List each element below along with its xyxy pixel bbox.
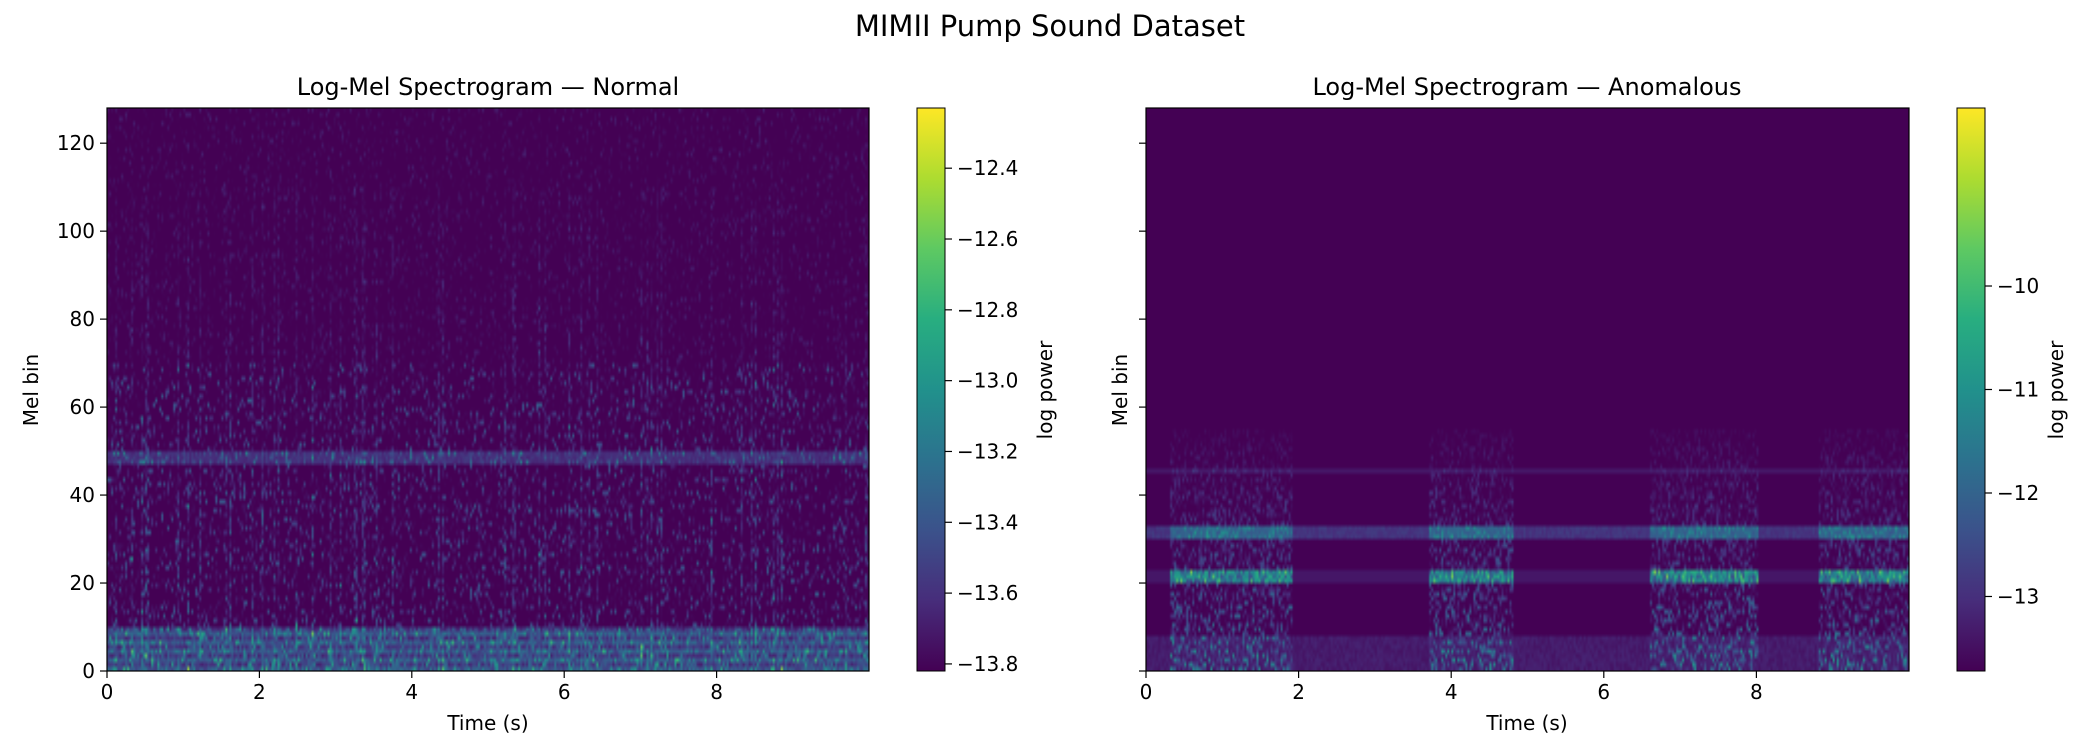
y-tick-label: 80 [70,307,95,331]
y-ticks-anomalous [1139,142,1146,672]
colorbar-label-anomalous: log power [2044,340,2068,439]
colorbar-tick-label: −10 [1997,274,2039,298]
colorbar-tick-label: −13.2 [957,439,1018,463]
colorbar-ticks-anomalous: −10 −11 −12 −13 [1985,274,2039,608]
x-tick-label: 6 [558,680,571,704]
heatmap-normal-image [107,108,869,671]
x-tick-label: 8 [1750,680,1763,704]
y-tick-label: 0 [82,659,95,683]
panel-anomalous: Log-Mel Spectrogram — Anomalous 0 2 4 6 8 Ti… [1108,73,2068,735]
x-ticks-anomalous: 0 2 4 6 8 [1140,671,1763,704]
x-tick-label: 0 [101,680,114,704]
heatmap-anomalous-image [1146,108,1909,671]
axes-frame-anomalous [1145,107,1910,672]
x-tick-label: 6 [1597,680,1610,704]
panel-anomalous-title: Log-Mel Spectrogram — Anomalous [1312,73,1741,101]
x-tick-label: 4 [1445,680,1458,704]
colorbar-tick-label: −12.8 [957,298,1018,322]
y-tick-label: 60 [70,395,95,419]
colorbar-tick-label: −13 [1997,584,2039,608]
y-tick-label: 120 [57,131,95,155]
x-ticks-normal: 0 2 4 6 8 [101,671,723,704]
x-tick-label: 2 [253,680,266,704]
colorbar-ticks-normal: −12.4 −12.6 −12.8 −13.0 −13.2 −13.4 −13.6 −13.8 [945,156,1018,676]
y-ticks-normal: 0 20 40 60 80 100 120 [57,131,107,683]
y-tick-label: 20 [70,571,95,595]
y-tick-label: 40 [70,483,95,507]
x-axis-label-anomalous: Time (s) [1485,711,1567,735]
x-tick-label: 2 [1292,680,1305,704]
panel-normal: Log-Mel Spectrogram — Normal 0 2 4 6 8 0 20 40… [19,73,1057,735]
colorbar-anomalous [1956,107,1986,672]
figure-title: MIMII Pump Sound Dataset [855,9,1245,43]
colorbar-tick-label: −11 [1997,378,2039,402]
colorbar-normal [916,107,946,672]
axes-frame-normal [106,107,870,672]
colorbar-tick-label: −12.6 [957,227,1018,251]
x-tick-label: 8 [710,680,723,704]
x-tick-label: 0 [1140,680,1153,704]
panel-normal-title: Log-Mel Spectrogram — Normal [297,73,679,101]
colorbar-tick-label: −13.8 [957,652,1018,676]
colorbar-tick-label: −12 [1997,481,2039,505]
y-tick-label: 100 [57,219,95,243]
colorbar-label-normal: log power [1033,340,1057,439]
x-tick-label: 4 [405,680,418,704]
colorbar-tick-label: −13.4 [957,510,1018,534]
colorbar-tick-label: −12.4 [957,156,1018,180]
colorbar-tick-label: −13.6 [957,581,1018,605]
x-axis-label-normal: Time (s) [446,711,528,735]
y-axis-label-anomalous: Mel bin [1108,354,1132,426]
colorbar-tick-label: −13.0 [957,369,1018,393]
y-axis-label-normal: Mel bin [19,354,43,426]
